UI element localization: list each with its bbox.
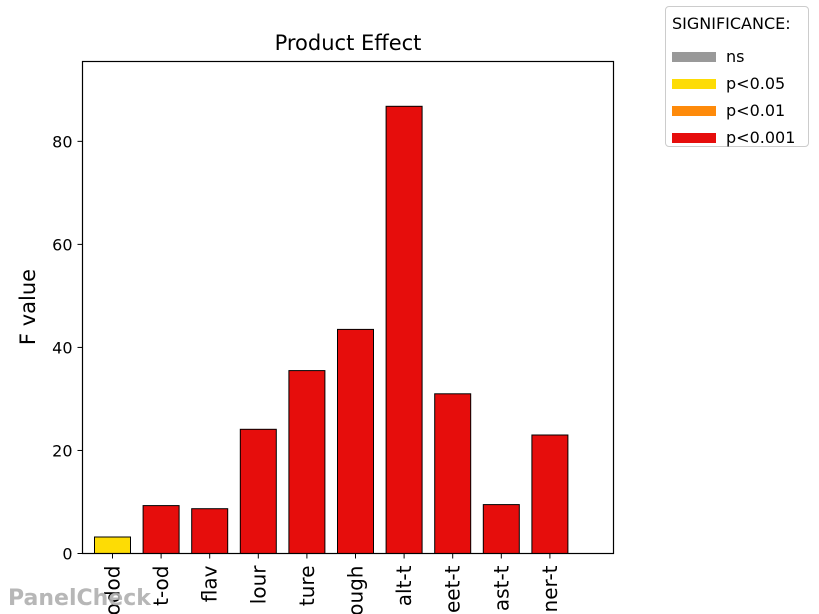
- x-tick-label: ner-t: [538, 565, 562, 612]
- legend-entry: p<0.01: [672, 101, 806, 121]
- panelcheck-watermark: PanelCheck: [8, 586, 151, 611]
- legend-entry: ns: [672, 47, 806, 67]
- ticks-group: odod t-od flav lour ture ough alt-t eet-t ast-t n…: [52, 132, 562, 614]
- legend-swatch: [672, 52, 716, 62]
- plot-area-frame: [81, 60, 615, 555]
- legend-swatch: [672, 106, 716, 116]
- legend-label: p<0.001: [726, 128, 796, 147]
- bar-eet-t: [434, 393, 472, 554]
- bar-ast-t: [482, 504, 520, 555]
- legend-swatch: [672, 133, 716, 143]
- bar-ture: [288, 370, 326, 554]
- x-tick-label: odod: [101, 566, 125, 614]
- legend-entry: p<0.05: [672, 74, 806, 94]
- bar-ough: [337, 328, 374, 554]
- x-tick-label: eet-t: [441, 565, 465, 613]
- y-tick-label: 60: [52, 235, 72, 254]
- x-tick-label: ture: [295, 566, 319, 607]
- x-tick-label: lour: [246, 565, 270, 604]
- legend-label: p<0.01: [726, 101, 786, 120]
- bar-t-od: [142, 505, 180, 555]
- bar-flav: [191, 508, 229, 555]
- bar-alt-t: [385, 105, 423, 555]
- bar-odod: [94, 536, 131, 554]
- bar-lour: [239, 428, 277, 554]
- chart-title: Product Effect: [275, 31, 422, 55]
- legend-label: p<0.05: [726, 74, 786, 93]
- x-tick-label: ast-t: [489, 565, 513, 611]
- y-tick-label: 80: [52, 132, 72, 151]
- legend-swatch: [672, 79, 716, 89]
- legend-title: SIGNIFICANCE:: [672, 14, 791, 33]
- legend-label: ns: [726, 47, 745, 66]
- x-tick-label: ough: [344, 566, 368, 614]
- bar-ner-t: [531, 434, 569, 554]
- significance-legend: SIGNIFICANCE: ns p<0.05 p<0.01 p<0.001: [665, 6, 809, 147]
- x-tick-label: t-od: [149, 566, 173, 606]
- y-axis-label: F value: [16, 269, 40, 345]
- x-tick-label: alt-t: [392, 565, 416, 606]
- legend-entry: p<0.001: [672, 128, 806, 148]
- y-tick-label: 40: [52, 338, 72, 357]
- y-tick-label: 0: [62, 545, 72, 564]
- bars-group: [94, 105, 569, 555]
- y-tick-label: 20: [52, 441, 72, 460]
- x-tick-label: flav: [198, 565, 222, 602]
